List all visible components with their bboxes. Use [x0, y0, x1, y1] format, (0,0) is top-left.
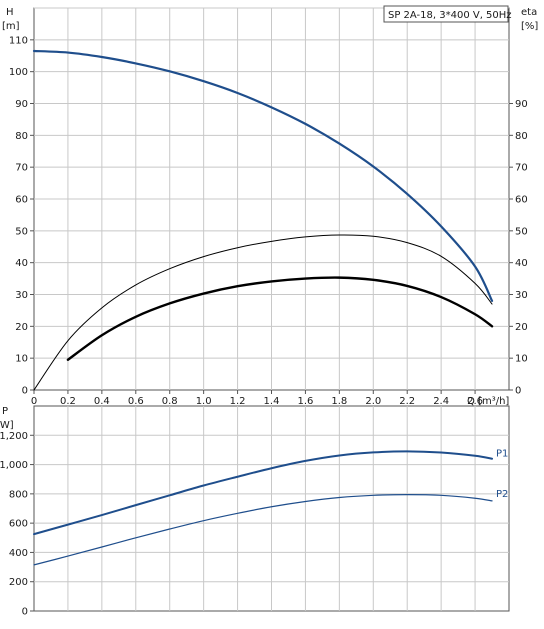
flow-tick-label: 2.0	[365, 396, 381, 407]
eta-tick-label: 50	[515, 226, 528, 237]
flow-tick-label: 1.8	[331, 396, 347, 407]
power-curve-p1	[33, 450, 494, 536]
head-tick-label: 10	[15, 354, 28, 365]
power-series-label-p2: P2	[496, 489, 508, 500]
pump-title: SP 2A-18, 3*400 V, 50Hz	[388, 10, 512, 21]
flow-tick-label: 2.2	[399, 396, 415, 407]
power-tick-label: 0	[22, 607, 28, 618]
power-tick-label: 600	[9, 519, 28, 530]
flow-tick-label: 1.4	[264, 396, 280, 407]
power-axis-label: P	[2, 406, 8, 417]
flow-tick-label: 1.6	[297, 396, 313, 407]
eta-tick-label: 30	[515, 290, 528, 301]
flow-tick-label: 0.2	[60, 396, 76, 407]
head-axis-unit: [m]	[2, 21, 20, 32]
flow-tick-label: 1.0	[196, 396, 212, 407]
head-tick-label: 100	[9, 67, 28, 78]
top-chart-x-ticks: 0 0.2 0.4 0.6 0.8 1.0 1.2 1.4 1.6 1.8 2.0 2.2 2.4 2.6	[31, 390, 483, 407]
head-tick-label: 80	[15, 131, 28, 142]
power-tick-label: 1,000	[0, 460, 28, 471]
power-tick-label: 800	[9, 489, 28, 500]
top-chart-series	[32, 49, 494, 391]
head-tick-label: 70	[15, 163, 28, 174]
flow-tick-label: 2.6	[467, 396, 483, 407]
top-chart-right-ticks: 0 10 20 30 40 50 60 70 80 90	[509, 99, 528, 397]
head-tick-label: 110	[9, 35, 28, 46]
bottom-chart-series-labels: P1 P2	[496, 449, 508, 500]
flow-tick-label: 1.2	[230, 396, 246, 407]
flow-tick-label: 0.4	[94, 396, 110, 407]
eta-axis-label: eta	[521, 7, 537, 18]
efficiency-curve-pump	[66, 276, 494, 361]
top-chart-left-ticks: 0 10 20 30 40 50 60 70 80 90 100 110	[9, 35, 34, 397]
head-tick-label: 0	[22, 386, 28, 397]
bottom-chart-series	[33, 450, 494, 566]
power-tick-label: 400	[9, 548, 28, 559]
eta-tick-label: 70	[515, 163, 528, 174]
power-axis-unit: [W]	[0, 420, 14, 431]
bottom-chart-left-ticks: 0 200 400 600 800 1,000 1,200	[0, 431, 34, 618]
head-tick-label: 40	[15, 258, 28, 269]
eta-tick-label: 0	[515, 386, 521, 397]
flow-tick-label: 2.4	[433, 396, 449, 407]
pump-title-box	[383, 5, 509, 23]
power-curve-p2	[33, 493, 493, 566]
eta-tick-label: 10	[515, 354, 528, 365]
flow-tick-label: 0.8	[162, 396, 178, 407]
top-chart-grid	[34, 7, 509, 390]
flow-tick-label: 0.6	[128, 396, 144, 407]
power-tick-label: 1,200	[0, 431, 28, 442]
head-tick-label: 20	[15, 322, 28, 333]
flow-tick-label: 0	[31, 396, 37, 407]
bottom-chart-grid	[34, 406, 509, 611]
efficiency-curve-total	[33, 234, 493, 391]
head-tick-label: 60	[15, 195, 28, 206]
eta-tick-label: 80	[515, 131, 528, 142]
head-axis-label: H	[6, 7, 14, 18]
eta-tick-label: 40	[515, 258, 528, 269]
head-tick-label: 30	[15, 290, 28, 301]
eta-axis-unit: [%]	[521, 21, 538, 32]
eta-tick-label: 20	[515, 322, 528, 333]
head-tick-label: 90	[15, 99, 28, 110]
flow-axis-label: Q [m³/h]	[467, 396, 509, 407]
head-tick-label: 50	[15, 226, 28, 237]
power-series-label-p1: P1	[496, 449, 508, 460]
eta-tick-label: 60	[515, 195, 528, 206]
eta-tick-label: 90	[515, 99, 528, 110]
power-tick-label: 200	[9, 577, 28, 588]
head-curve	[32, 49, 494, 302]
